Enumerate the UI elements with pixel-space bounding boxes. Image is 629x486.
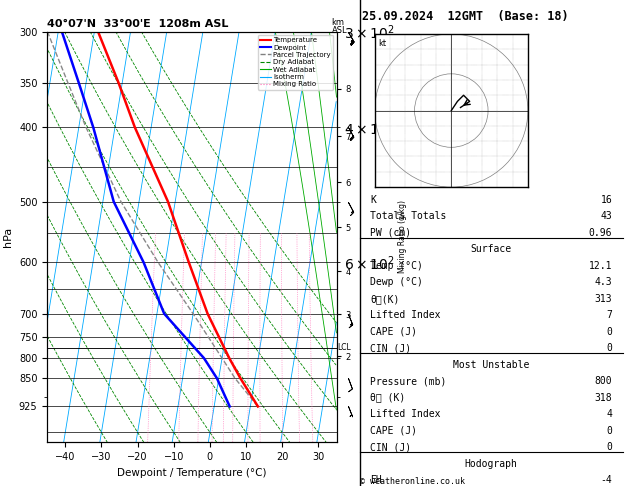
Text: Lifted Index: Lifted Index	[370, 409, 441, 419]
Text: 10: 10	[257, 449, 264, 453]
Y-axis label: hPa: hPa	[3, 227, 13, 247]
Text: 800: 800	[594, 376, 612, 386]
Text: CAPE (J): CAPE (J)	[370, 426, 417, 435]
Text: LCL: LCL	[338, 343, 352, 352]
Text: Lifted Index: Lifted Index	[370, 310, 441, 320]
Text: 5: 5	[221, 449, 225, 453]
Text: θᴄ (K): θᴄ (K)	[370, 393, 406, 403]
Text: 313: 313	[594, 294, 612, 304]
Text: 0: 0	[606, 442, 612, 452]
Y-axis label: Mixing Ratio (g/kg): Mixing Ratio (g/kg)	[398, 200, 407, 274]
Text: kt: kt	[378, 38, 386, 48]
Text: 1: 1	[146, 449, 149, 453]
Text: 4: 4	[606, 409, 612, 419]
Text: Temp (°C): Temp (°C)	[370, 261, 423, 271]
Text: θᴄ(K): θᴄ(K)	[370, 294, 399, 304]
Text: Pressure (mb): Pressure (mb)	[370, 376, 447, 386]
Text: Totals Totals: Totals Totals	[370, 211, 447, 221]
Text: 8: 8	[246, 449, 250, 453]
Text: 2: 2	[177, 449, 181, 453]
Text: ASL: ASL	[331, 26, 347, 35]
Text: 25: 25	[309, 449, 316, 453]
Text: 4.3: 4.3	[594, 278, 612, 287]
Text: EH: EH	[370, 475, 382, 485]
Text: 0.96: 0.96	[589, 228, 612, 238]
Text: PW (cm): PW (cm)	[370, 228, 411, 238]
Text: 15: 15	[279, 449, 286, 453]
Text: Most Unstable: Most Unstable	[453, 360, 530, 370]
Text: 318: 318	[594, 393, 612, 403]
Text: 0: 0	[606, 343, 612, 353]
Text: 25.09.2024  12GMT  (Base: 18): 25.09.2024 12GMT (Base: 18)	[362, 10, 568, 23]
Text: 7: 7	[606, 310, 612, 320]
Text: 0: 0	[606, 426, 612, 435]
Text: Surface: Surface	[470, 244, 512, 254]
Text: CIN (J): CIN (J)	[370, 343, 411, 353]
Text: km: km	[331, 17, 345, 27]
Text: 20: 20	[296, 449, 303, 453]
Text: 43: 43	[601, 211, 612, 221]
Legend: Temperature, Dewpoint, Parcel Trajectory, Dry Adiabat, Wet Adiabat, Isotherm, Mi: Temperature, Dewpoint, Parcel Trajectory…	[258, 35, 333, 89]
Text: CAPE (J): CAPE (J)	[370, 327, 417, 337]
Text: 16: 16	[601, 195, 612, 205]
Text: 3: 3	[196, 449, 199, 453]
Text: -4: -4	[601, 475, 612, 485]
Text: 4: 4	[210, 449, 214, 453]
Text: 0: 0	[606, 327, 612, 337]
Text: 12.1: 12.1	[589, 261, 612, 271]
Text: 40°07'N  33°00'E  1208m ASL: 40°07'N 33°00'E 1208m ASL	[47, 19, 228, 30]
Text: © weatheronline.co.uk: © weatheronline.co.uk	[360, 477, 465, 486]
Text: Hodograph: Hodograph	[465, 459, 518, 469]
X-axis label: Dewpoint / Temperature (°C): Dewpoint / Temperature (°C)	[117, 468, 267, 478]
Text: 6: 6	[231, 449, 235, 453]
Text: K: K	[370, 195, 376, 205]
Text: Dewp (°C): Dewp (°C)	[370, 278, 423, 287]
Text: CIN (J): CIN (J)	[370, 442, 411, 452]
